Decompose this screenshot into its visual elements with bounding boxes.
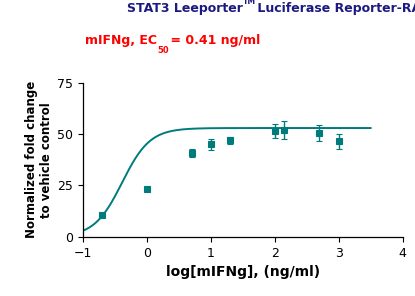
Text: TM: TM [243,0,256,6]
X-axis label: log[mIFNg], (ng/ml): log[mIFNg], (ng/ml) [166,265,320,279]
Text: STAT3 Leeporter: STAT3 Leeporter [127,2,243,15]
Y-axis label: Normalized fold change
to vehicle control: Normalized fold change to vehicle contro… [25,81,53,239]
Text: = 0.41 ng/ml: = 0.41 ng/ml [166,34,260,47]
Text: Luciferase Reporter-RAW264.7: Luciferase Reporter-RAW264.7 [253,2,415,15]
Text: 50: 50 [158,46,169,55]
Text: mIFNg, EC: mIFNg, EC [85,34,157,47]
